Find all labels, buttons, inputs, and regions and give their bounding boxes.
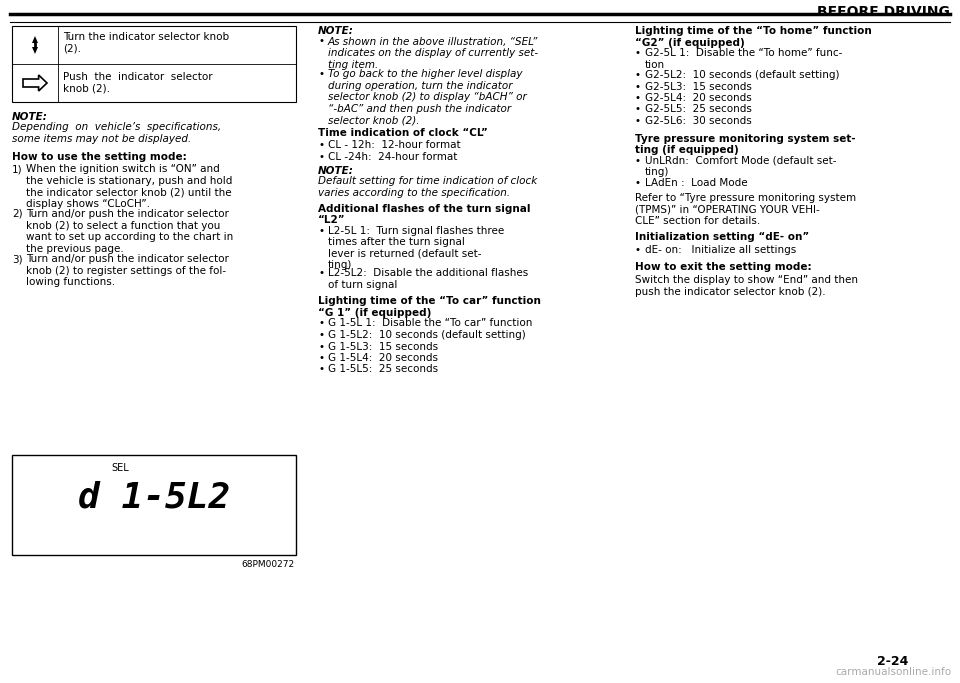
- Text: G2-5L5:  25 seconds: G2-5L5: 25 seconds: [645, 104, 752, 115]
- Text: When the ignition switch is “ON” and
the vehicle is stationary, push and hold
th: When the ignition switch is “ON” and the…: [26, 164, 232, 209]
- Text: Refer to “Tyre pressure monitoring system
(TPMS)” in “OPERATING YOUR VEHI-
CLE” : Refer to “Tyre pressure monitoring syste…: [635, 193, 856, 226]
- Bar: [12, 26, 296, 102]
- Text: •: •: [635, 245, 641, 255]
- Text: d 1-5L2: d 1-5L2: [78, 480, 230, 514]
- Text: Turn the indicator selector knob
(2).: Turn the indicator selector knob (2).: [63, 32, 229, 53]
- Polygon shape: [32, 36, 38, 43]
- Text: 2): 2): [12, 209, 23, 219]
- Text: G2-5L 1:  Disable the “To home” func-
tion: G2-5L 1: Disable the “To home” func- tio…: [645, 48, 842, 70]
- Text: G2-5L3:  15 seconds: G2-5L3: 15 seconds: [645, 81, 752, 92]
- Text: G2-5L6:  30 seconds: G2-5L6: 30 seconds: [645, 116, 752, 126]
- Text: G 1-5L4:  20 seconds: G 1-5L4: 20 seconds: [328, 353, 438, 363]
- Text: •: •: [635, 93, 641, 103]
- Text: G 1-5L5:  25 seconds: G 1-5L5: 25 seconds: [328, 365, 438, 374]
- Text: G2-5L4:  20 seconds: G2-5L4: 20 seconds: [645, 93, 752, 103]
- Text: NOTE:: NOTE:: [318, 26, 354, 36]
- Text: How to use the setting mode:: How to use the setting mode:: [12, 152, 187, 161]
- Text: CL -24h:  24-hour format: CL -24h: 24-hour format: [328, 152, 457, 161]
- Text: 2-24: 2-24: [877, 655, 909, 668]
- Text: LAdEn :  Load Mode: LAdEn : Load Mode: [645, 178, 748, 188]
- Text: G 1-5L3:  15 seconds: G 1-5L3: 15 seconds: [328, 342, 438, 352]
- Polygon shape: [32, 47, 38, 54]
- Polygon shape: [23, 75, 47, 91]
- Text: •: •: [318, 318, 324, 329]
- Text: BEFORE DRIVING: BEFORE DRIVING: [817, 5, 950, 19]
- Text: •: •: [318, 225, 324, 236]
- Text: 1): 1): [12, 164, 23, 174]
- Text: •: •: [635, 178, 641, 188]
- Text: •: •: [318, 342, 324, 352]
- Text: Default setting for time indication of clock
varies according to the specificati: Default setting for time indication of c…: [318, 176, 538, 198]
- Text: L2-5L2:  Disable the additional flashes
of turn signal: L2-5L2: Disable the additional flashes o…: [328, 268, 528, 290]
- Text: dE- on:   Initialize all settings: dE- on: Initialize all settings: [645, 245, 796, 255]
- Text: Time indication of clock “CL”: Time indication of clock “CL”: [318, 128, 488, 139]
- Text: •: •: [318, 330, 324, 340]
- Text: carmanualsonline.info: carmanualsonline.info: [835, 667, 951, 677]
- Text: Initialization setting “dE- on”: Initialization setting “dE- on”: [635, 232, 809, 242]
- Text: NOTE:: NOTE:: [318, 166, 354, 176]
- Text: Switch the display to show “End” and then
push the indicator selector knob (2).: Switch the display to show “End” and the…: [635, 275, 858, 296]
- Text: L2-5L 1:  Turn signal flashes three
times after the turn signal
lever is returne: L2-5L 1: Turn signal flashes three times…: [328, 225, 504, 270]
- Text: •: •: [318, 365, 324, 374]
- Text: •: •: [635, 156, 641, 165]
- Text: •: •: [318, 140, 324, 150]
- Text: •: •: [635, 48, 641, 58]
- Text: Lighting time of the “To car” function
“G 1” (if equipped): Lighting time of the “To car” function “…: [318, 296, 540, 318]
- Text: •: •: [635, 116, 641, 126]
- Text: How to exit the setting mode:: How to exit the setting mode:: [635, 262, 811, 273]
- Text: G2-5L2:  10 seconds (default setting): G2-5L2: 10 seconds (default setting): [645, 70, 839, 80]
- Text: Depending  on  vehicle’s  specifications,
some items may not be displayed.: Depending on vehicle’s specifications, s…: [12, 122, 221, 144]
- Text: Tyre pressure monitoring system set-
ting (if equipped): Tyre pressure monitoring system set- tin…: [635, 133, 855, 155]
- Text: NOTE:: NOTE:: [12, 112, 48, 122]
- Text: •: •: [318, 36, 324, 46]
- Text: Turn and/or push the indicator selector
knob (2) to select a function that you
w: Turn and/or push the indicator selector …: [26, 209, 233, 254]
- Text: G 1-5L2:  10 seconds (default setting): G 1-5L2: 10 seconds (default setting): [328, 330, 526, 340]
- Text: •: •: [635, 70, 641, 80]
- Text: Additional flashes of the turn signal
“L2”: Additional flashes of the turn signal “L…: [318, 204, 531, 225]
- Text: SEL: SEL: [111, 463, 130, 473]
- Text: •: •: [318, 152, 324, 161]
- Text: UnLRdn:  Comfort Mode (default set-
ting): UnLRdn: Comfort Mode (default set- ting): [645, 156, 836, 177]
- Text: 68PM00272: 68PM00272: [241, 560, 294, 569]
- Text: Push  the  indicator  selector
knob (2).: Push the indicator selector knob (2).: [63, 72, 212, 94]
- Text: •: •: [635, 81, 641, 92]
- Text: 3): 3): [12, 254, 23, 264]
- Text: •: •: [318, 353, 324, 363]
- Text: As shown in the above illustration, “SEL”
indicates on the display of currently : As shown in the above illustration, “SEL…: [328, 36, 539, 70]
- Bar: [12, 455, 296, 555]
- Text: •: •: [635, 104, 641, 115]
- Text: •: •: [318, 69, 324, 79]
- Text: G 1-5L 1:  Disable the “To car” function: G 1-5L 1: Disable the “To car” function: [328, 318, 533, 329]
- Text: CL - 12h:  12-hour format: CL - 12h: 12-hour format: [328, 140, 461, 150]
- Text: Lighting time of the “To home” function
“G2” (if equipped): Lighting time of the “To home” function …: [635, 26, 872, 48]
- Text: Turn and/or push the indicator selector
knob (2) to register settings of the fol: Turn and/or push the indicator selector …: [26, 254, 228, 287]
- Text: •: •: [318, 268, 324, 279]
- Text: To go back to the higher level display
during operation, turn the indicator
sele: To go back to the higher level display d…: [328, 69, 527, 126]
